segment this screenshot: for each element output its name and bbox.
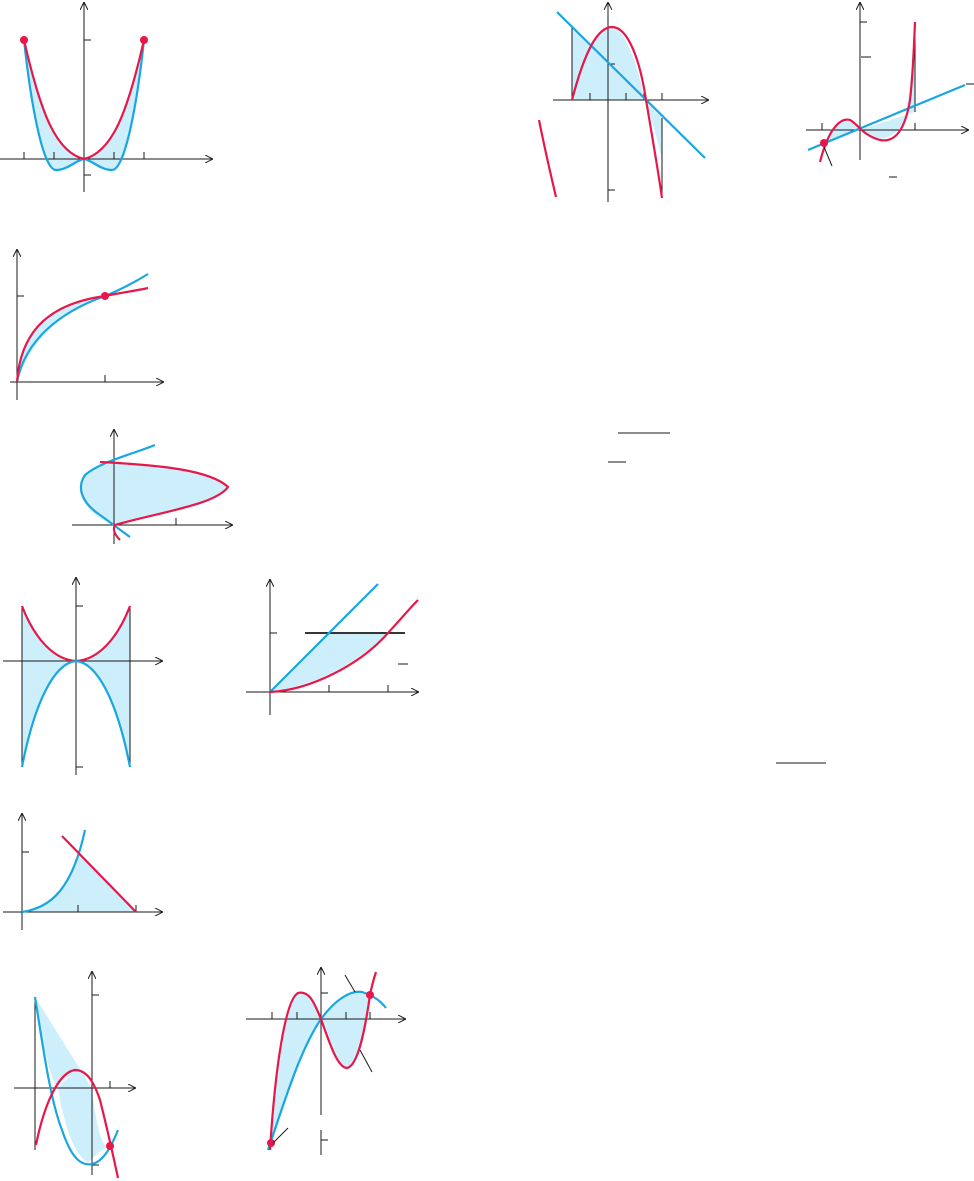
line [807,83,966,152]
line [61,835,137,913]
parabola-left-branch [537,119,558,198]
figure-sine-like-curves [246,968,405,1155]
intersection-point [106,1142,114,1150]
right-parabola [99,460,230,541]
cubic [34,1068,120,1179]
figure-sideways-parabolas [72,430,232,544]
intersection-point [820,139,828,147]
parabola [33,996,120,1166]
figure-cubic-line [806,3,974,178]
intersection-point [20,36,28,44]
figure-parabola-line-triangle [3,814,162,930]
cubic [818,21,917,163]
figure-quartic-mirror [3,578,162,775]
figure-w-curves [0,3,212,192]
figure-parabola-line [537,3,708,202]
intersection-point [101,292,109,300]
line [556,11,706,159]
figure-cubic-parabola [14,972,135,1179]
parabola [570,25,664,199]
fraction-bars [608,432,826,764]
sqrt-lower-curve [15,273,149,383]
figure-sqrt-curves [10,250,163,400]
quadratic-curve [22,39,146,161]
diagonal-line [269,583,379,693]
intersection-point [366,991,374,999]
sqrt-upper-curve [15,286,149,383]
parabola [269,599,419,694]
intersection-point [140,36,148,44]
figure-line-parabola-horizontal [246,580,418,715]
intersection-point [267,1139,275,1147]
lower-curve [20,659,132,768]
parabola [21,829,87,914]
